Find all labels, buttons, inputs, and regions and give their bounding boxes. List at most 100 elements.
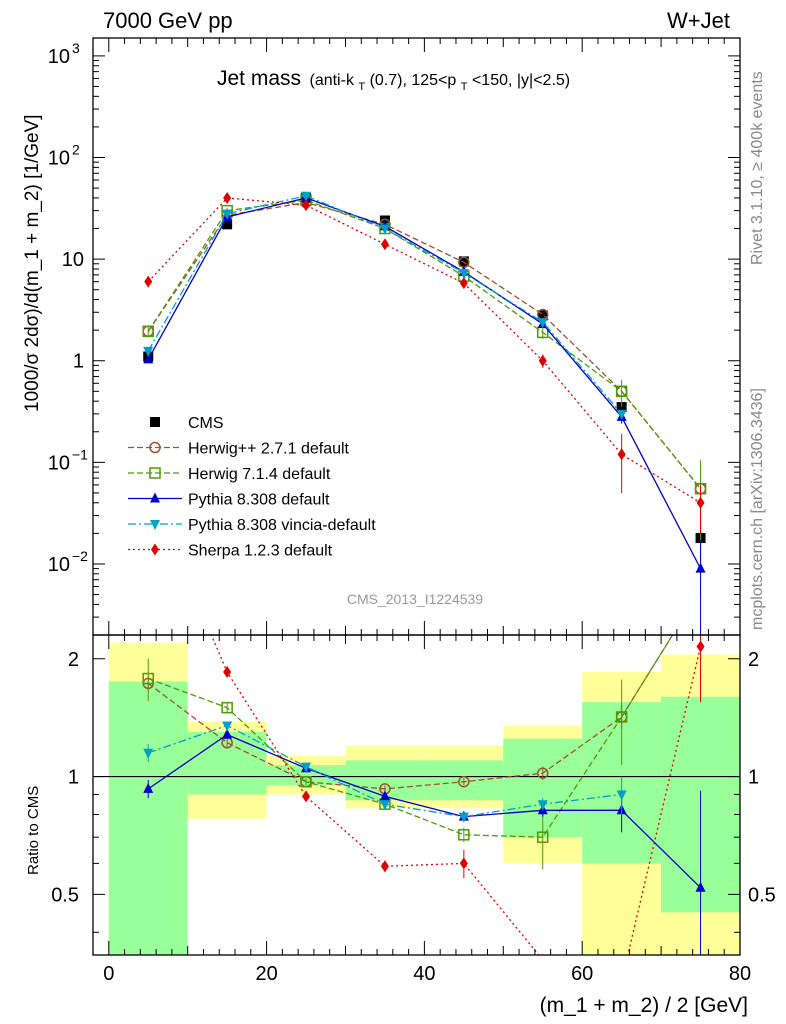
main-ytick-exp: 2: [72, 142, 80, 158]
xtick-label: 40: [413, 963, 435, 985]
analysis-watermark: CMS_2013_I1224539: [347, 591, 483, 607]
data-point-0-5: [537, 310, 548, 321]
main-ytick-label: 10: [62, 249, 84, 271]
main-ytick-label: 10: [48, 148, 70, 170]
ratio-point-1-2: [300, 775, 312, 788]
data-point-4-3: [379, 224, 390, 235]
main-ytick-label: 10: [48, 46, 70, 68]
ratio-point-2-1: [222, 728, 233, 739]
ratio-point-0-4: [458, 775, 470, 788]
ratio-line-4: [210, 635, 702, 955]
ratio-point-4-0: [144, 481, 152, 493]
main-ytick-label: 10: [48, 452, 70, 474]
ratio-point-1-0: [142, 672, 154, 685]
data-point-2-6: [615, 385, 628, 398]
ratio-point-3-0: [143, 748, 154, 759]
data-point-4-5: [537, 318, 548, 329]
ratio-frame: [92, 634, 741, 956]
series-line-5: [147, 197, 701, 504]
ratio-panel: [142, 481, 706, 987]
title-sub3: <150, |y|<2.5): [472, 72, 570, 89]
ratio-series-4: [144, 481, 705, 987]
main-ylabel: 1000/σ 2dσ)/d(m_1 + m_2) [1/GeV]: [22, 114, 43, 412]
ratio-point-4-1: [223, 666, 232, 679]
data-point-0-4: [458, 256, 469, 267]
data-point-2-0: [142, 325, 154, 338]
ratio-series-1: [142, 635, 674, 870]
title-sub-T2: T: [461, 81, 468, 93]
data-point-3-0: [143, 353, 154, 364]
rivet-label: Rivet 3.1.10, ≥ 400k events: [749, 71, 766, 265]
ratio-point-4-5: [542, 953, 544, 955]
main-ytick-label: 10: [48, 554, 70, 576]
green-band-2: [266, 765, 346, 786]
ratio-line-2: [147, 733, 702, 889]
process-label: W+Jet: [667, 8, 730, 33]
legend-marker-1: [149, 441, 161, 454]
data-point-5-5: [538, 354, 547, 367]
legend: CMS Herwig++ 2.7.1 default Herwig 7.1.4 de…: [128, 415, 376, 560]
ratio-point-2-0: [143, 782, 154, 793]
ratio-ytick-label-right: 2: [748, 649, 759, 671]
ratio-point-4-6: [618, 975, 626, 987]
main-ytick-exp: 3: [72, 40, 80, 56]
data-point-4-4: [458, 269, 469, 280]
data-point-5-4: [459, 277, 468, 290]
ratio-point-4-4: [459, 857, 468, 870]
data-point-5-6: [617, 448, 626, 461]
data-point-5-7: [696, 496, 705, 509]
ratio-point-1-1: [221, 701, 233, 714]
ratio-line-0: [147, 635, 674, 790]
legend-label-5: Sherpa 1.2.3 default: [188, 543, 333, 560]
ratio-ytick-label-right: 1: [748, 767, 759, 789]
ratio-point-4-7: [696, 640, 705, 653]
xtick-label: 20: [255, 963, 277, 985]
data-point-4-0: [143, 346, 154, 357]
xtick-label: 60: [571, 963, 593, 985]
legend-label-3: Pythia 8.308 default: [188, 492, 330, 509]
series-line-3: [147, 197, 702, 569]
legend-marker-2: [149, 467, 161, 479]
series-line-2: [147, 199, 702, 490]
ratio-ytick-label: 0.5: [51, 884, 79, 906]
ratio-point-3-6: [616, 790, 627, 801]
data-point-3-7: [695, 562, 706, 573]
legend-marker-3: [150, 492, 160, 503]
main-ytick-label: 1: [73, 351, 84, 373]
ratio-point-3-4: [458, 812, 469, 823]
legend-marker-5: [151, 543, 159, 556]
ratio-ytick-label: 2: [68, 649, 79, 671]
ratio-point-1-4: [458, 829, 470, 841]
title-main: Jet mass: [217, 67, 301, 90]
legend-label-1: Herwig++ 2.7.1 default: [188, 441, 350, 458]
main-panel: [142, 191, 707, 635]
ratio-point-2-3: [379, 790, 390, 801]
ratio-uncertainty-bands: [93, 642, 740, 955]
ratio-point-3-3: [379, 800, 390, 811]
series-4: [143, 191, 627, 420]
legend-label-4: Pythia 8.308 vincia-default: [188, 517, 376, 534]
legend-marker-4: [150, 520, 160, 530]
main-ytick-exp: −1: [72, 446, 88, 462]
ratio-point-1-6: [615, 711, 628, 723]
ratio-point-3-5: [537, 800, 548, 811]
data-point-5-2: [302, 199, 311, 212]
data-point-4-2: [301, 191, 312, 202]
mcplots-label: mcplots.cern.ch [arXiv:1306.3436]: [749, 388, 766, 630]
ratio-point-3-2: [301, 762, 312, 773]
data-point-5-0: [144, 275, 153, 288]
data-point-5-1: [223, 191, 232, 204]
ratio-point-1-5: [536, 831, 549, 843]
ratio-ytick-label-right: 0.5: [748, 884, 776, 906]
ratio-point-3-1: [222, 721, 233, 732]
xtick-label: 80: [729, 963, 751, 985]
legend-marker-0: [150, 417, 160, 427]
green-band-0: [108, 681, 188, 955]
data-point-4-6: [616, 409, 627, 420]
series-5: [144, 191, 705, 534]
legend-label-2: Herwig 7.1.4 default: [188, 466, 331, 483]
title-sub-T: T: [358, 81, 365, 93]
data-point-0-1: [222, 219, 233, 230]
